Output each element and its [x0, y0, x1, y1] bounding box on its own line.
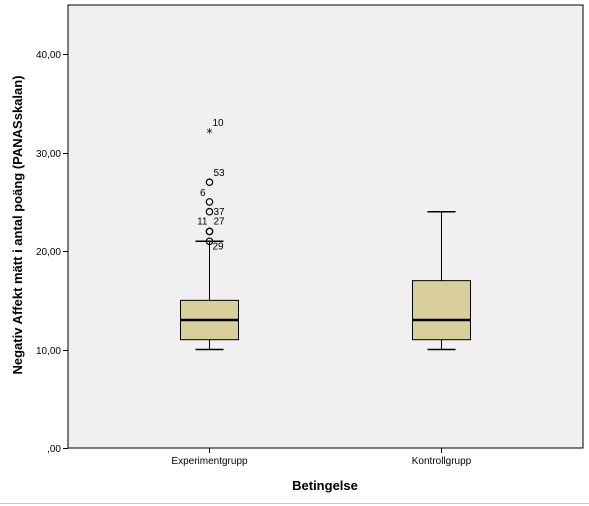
box-group [412, 210, 471, 351]
x-axis: Experimentgrupp Kontrollgrupp [171, 448, 472, 467]
x-axis-title: Betingelse [292, 478, 358, 493]
y-axis-title: Negativ Affekt mätt i antal poäng (PANAS… [10, 75, 25, 374]
y-tick-label: 40,00 [36, 50, 61, 61]
outlier-circle [205, 178, 214, 187]
outlier-circle [205, 227, 214, 236]
plot-area [67, 4, 584, 449]
y-tick-label: 30,00 [36, 149, 61, 160]
y-tick-label: ,00 [47, 444, 61, 455]
outlier-label: 53 [214, 168, 226, 179]
outlier-label: 10 [213, 118, 225, 129]
outlier-extreme-star: * [207, 126, 213, 140]
y-tick-label: 20,00 [36, 247, 61, 258]
x-category-label: Kontrollgrupp [412, 456, 472, 467]
outlier-circle [205, 237, 214, 246]
outlier-label: 6 [200, 188, 206, 199]
x-category-label: Experimentgrupp [171, 456, 248, 467]
box-iqr [412, 280, 471, 341]
box-groups: *10 53 6 37 11 27 29 [180, 118, 471, 351]
outlier-label: 37 [214, 207, 226, 218]
y-tick-label: 10,00 [36, 346, 61, 357]
outlier-circle [205, 198, 214, 206]
outlier-label: 11 [197, 216, 208, 227]
outlier-label: 29 [213, 241, 225, 252]
outlier-label: 27 [214, 216, 226, 227]
box-group: *10 53 6 37 11 27 29 [180, 118, 239, 351]
y-axis: ,00 10,00 20,00 30,00 40,00 [36, 50, 68, 455]
outlier-circle [205, 207, 214, 216]
